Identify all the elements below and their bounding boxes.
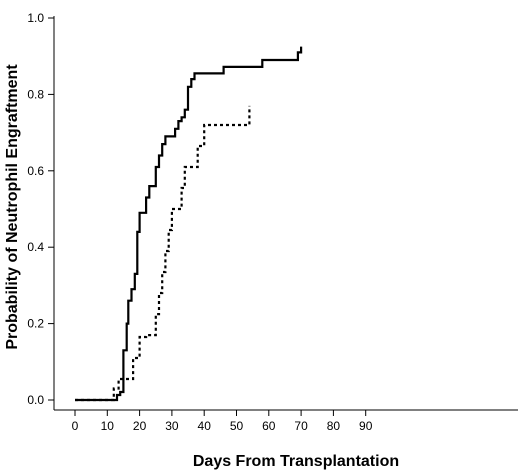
x-tick-label: 70 (294, 419, 308, 433)
y-ticks: 0.0 0.2 0.4 0.6 0.8 1.0 (27, 11, 54, 407)
y-tick-label: 0.2 (27, 317, 44, 331)
series-layer (75, 46, 303, 402)
x-tick-label: 60 (262, 419, 276, 433)
x-tick-label: 40 (198, 419, 212, 433)
x-tick-label: 90 (359, 419, 373, 433)
x-tick-label: 0 (72, 419, 79, 433)
y-tick-label: 0.4 (27, 240, 44, 254)
x-ticks: 0 10 20 30 40 50 60 70 80 90 (72, 410, 373, 433)
x-axis-title: Days From Transplantation (193, 453, 399, 470)
y-axis-title: Probability of Neutrophil Engraftment (4, 64, 21, 350)
x-tick-label: 20 (133, 419, 147, 433)
x-tick-label: 30 (165, 419, 179, 433)
y-tick-label: 1.0 (27, 11, 44, 25)
series-line-1 (75, 46, 303, 402)
y-tick-label: 0.0 (27, 393, 44, 407)
x-tick-label: 50 (230, 419, 244, 433)
y-tick-label: 0.8 (27, 87, 44, 101)
x-tick-label: 10 (101, 419, 115, 433)
axes (53, 16, 518, 411)
x-tick-label: 80 (327, 419, 341, 433)
y-tick-label: 0.6 (27, 164, 44, 178)
series-line-2 (75, 105, 251, 402)
